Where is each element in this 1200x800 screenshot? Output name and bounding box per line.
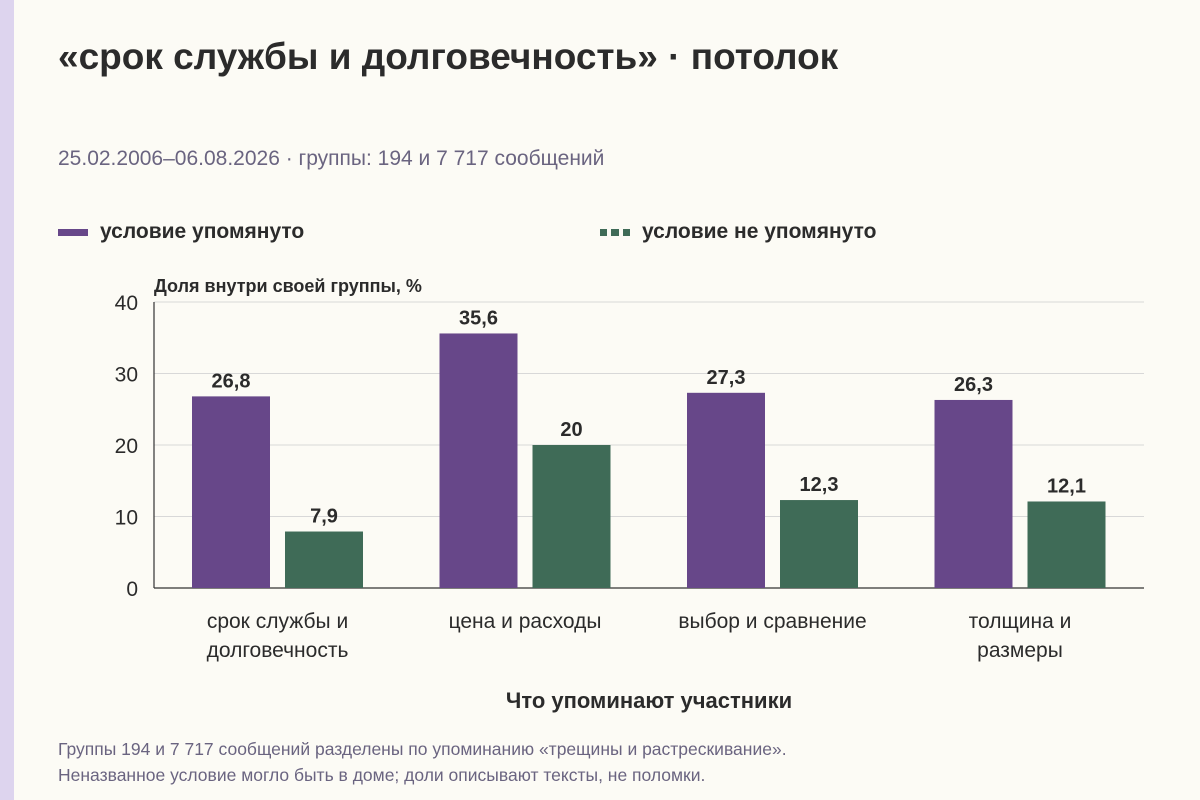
bar	[285, 531, 363, 588]
legend-swatch-not-mentioned	[600, 228, 630, 236]
bar-value-label: 12,1	[1047, 475, 1086, 497]
chart-subtitle: 25.02.2006–06.08.2026 · группы: 194 и 7 …	[58, 147, 605, 170]
y-axis-label: Доля внутри своей группы, %	[154, 276, 422, 296]
y-tick-label: 30	[115, 364, 138, 387]
legend-item-mentioned: условие упомянуто	[58, 220, 304, 244]
chart-title: «срок службы и долговечность» · потолок	[58, 36, 839, 77]
x-tick-label: выбор и сравнение	[678, 610, 866, 633]
x-tick-label: срок службы и	[207, 610, 348, 633]
legend-label-not-mentioned: условие не упомянуто	[642, 220, 877, 243]
side-accent-strip	[0, 0, 14, 800]
y-tick-label: 10	[115, 507, 138, 530]
bar	[439, 333, 518, 588]
bar	[780, 500, 858, 588]
x-tick-label: цена и расходы	[449, 610, 602, 633]
bar-value-label: 26,8	[212, 370, 251, 392]
x-axis-label: Что упоминают участники	[506, 688, 792, 713]
footnote-line-1: Группы 194 и 7 717 сообщений разделены п…	[58, 739, 787, 759]
bar	[192, 396, 270, 588]
bar	[687, 392, 765, 588]
footnote-line-2: Неназванное условие могло быть в доме; д…	[58, 765, 706, 785]
y-tick-label: 20	[115, 435, 138, 458]
bar-value-label: 12,3	[800, 474, 839, 496]
x-tick-label: толщина и	[969, 610, 1072, 633]
legend-label-mentioned: условие упомянуто	[100, 220, 305, 243]
footnote: Группы 194 и 7 717 сообщений разделены п…	[58, 736, 787, 788]
bar	[1027, 501, 1106, 588]
legend-swatch-mentioned	[58, 228, 88, 236]
x-tick-label: размеры	[977, 639, 1063, 662]
bar	[532, 445, 611, 588]
bar-value-label: 26,3	[954, 374, 993, 396]
bar-value-label: 20	[560, 419, 582, 441]
y-tick-label: 0	[126, 578, 138, 601]
bar-value-label: 35,6	[459, 307, 498, 329]
legend-item-not-mentioned: условие не упомянуто	[600, 220, 876, 244]
y-tick-label: 40	[115, 292, 138, 315]
x-tick-label: долговечность	[207, 639, 349, 662]
bar-value-label: 27,3	[707, 367, 746, 389]
bar-value-label: 7,9	[310, 506, 338, 528]
bar	[934, 399, 1013, 588]
